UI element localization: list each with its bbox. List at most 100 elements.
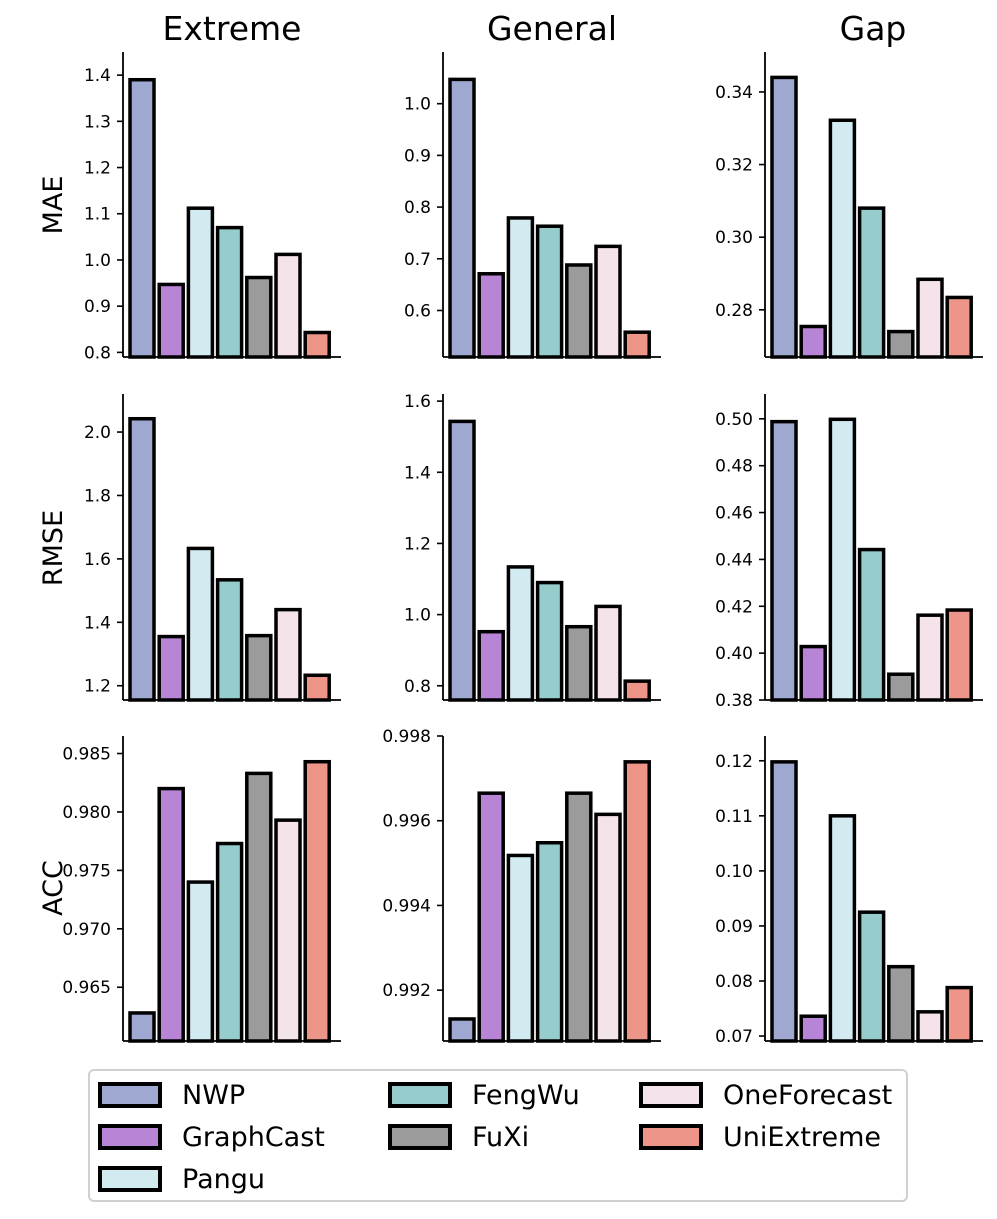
bar-oneforecast bbox=[594, 244, 622, 359]
bar-graphcast bbox=[799, 644, 827, 702]
bar-fuxi bbox=[887, 329, 915, 359]
y-tick-label: 0.9 bbox=[84, 297, 111, 317]
bar-uniextreme bbox=[945, 985, 973, 1043]
y-tick-label: 0.42 bbox=[715, 597, 753, 617]
y-tick-label: 0.08 bbox=[715, 972, 753, 992]
y-tick-label: 0.28 bbox=[715, 301, 753, 321]
bar-fengwu bbox=[535, 224, 564, 359]
y-tick-label: 0.8 bbox=[404, 677, 431, 697]
row-label: RMSE bbox=[38, 510, 69, 586]
y-tick-label: 1.2 bbox=[84, 159, 111, 179]
legend-label: GraphCast bbox=[182, 1121, 325, 1153]
row-label: ACC bbox=[38, 860, 69, 916]
bar-graphcast bbox=[477, 272, 505, 359]
y-tick-label: 0.32 bbox=[715, 156, 753, 176]
y-tick-label: 1.3 bbox=[84, 112, 111, 132]
y-tick-label: 0.11 bbox=[715, 807, 753, 827]
bar-oneforecast bbox=[916, 613, 944, 702]
legend-item-fuxi: FuXi bbox=[388, 1117, 529, 1157]
legend-label: OneForecast bbox=[723, 1079, 893, 1111]
y-tick-label: 1.4 bbox=[84, 66, 111, 86]
bar-pangu bbox=[828, 814, 857, 1043]
legend-label: FengWu bbox=[472, 1079, 580, 1111]
legend-item-fengwu: FengWu bbox=[388, 1075, 580, 1115]
panel-rmse-extreme: 1.2 1.4 1.6 1.8 2.0 bbox=[84, 394, 341, 702]
y-tick-label: 0.07 bbox=[715, 1027, 753, 1047]
legend-item-uniextreme: UniExtreme bbox=[639, 1117, 881, 1157]
y-tick-label: 0.38 bbox=[715, 691, 753, 711]
y-tick-label: 1.0 bbox=[404, 606, 431, 626]
y-tick-label: 1.0 bbox=[84, 251, 111, 271]
bar-pangu bbox=[186, 546, 215, 702]
bar-pangu bbox=[828, 417, 857, 702]
bar-pangu bbox=[506, 853, 535, 1043]
bar-oneforecast bbox=[916, 277, 944, 359]
bar-graphcast bbox=[477, 629, 505, 702]
bar-uniextreme bbox=[623, 679, 651, 702]
y-tick-label: 1.2 bbox=[404, 534, 431, 554]
legend-label: Pangu bbox=[182, 1163, 265, 1195]
legend-swatch bbox=[388, 1124, 452, 1150]
y-tick-label: 2.0 bbox=[84, 423, 111, 443]
legend-item-nwp: NWP bbox=[98, 1075, 245, 1115]
y-tick-label: 0.6 bbox=[404, 301, 431, 321]
legend-swatch bbox=[639, 1082, 703, 1108]
column-title: Gap bbox=[840, 9, 907, 48]
y-tick-label: 0.996 bbox=[382, 812, 431, 832]
y-tick-label: 0.7 bbox=[404, 250, 431, 270]
y-tick-label: 0.994 bbox=[382, 896, 431, 916]
bar-oneforecast bbox=[916, 1010, 944, 1043]
panel-mae-extreme: 0.8 0.9 1.0 1.1 1.2 1.3 1.4 bbox=[84, 52, 341, 363]
bar-nwp bbox=[448, 77, 476, 359]
bar-fuxi bbox=[887, 672, 915, 702]
legend-swatch bbox=[639, 1124, 703, 1150]
y-tick-label: 0.8 bbox=[404, 198, 431, 218]
bar-pangu bbox=[186, 880, 215, 1043]
y-tick-label: 1.0 bbox=[404, 95, 431, 115]
bar-nwp bbox=[448, 1017, 476, 1043]
bar-uniextreme bbox=[945, 295, 973, 359]
bar-graphcast bbox=[799, 1014, 827, 1043]
y-tick-label: 1.6 bbox=[404, 392, 431, 412]
bar-nwp bbox=[448, 419, 476, 702]
bar-fengwu bbox=[857, 206, 886, 359]
y-tick-label: 0.998 bbox=[382, 727, 431, 747]
y-tick-label: 1.8 bbox=[84, 486, 111, 506]
bar-fengwu bbox=[857, 547, 886, 702]
y-tick-label: 1.1 bbox=[84, 205, 111, 225]
y-tick-label: 0.09 bbox=[715, 917, 753, 937]
bar-fuxi bbox=[245, 771, 273, 1043]
bar-uniextreme bbox=[623, 330, 651, 359]
bar-nwp bbox=[770, 760, 798, 1043]
bar-graphcast bbox=[157, 634, 185, 702]
bar-oneforecast bbox=[274, 818, 302, 1043]
y-tick-label: 0.970 bbox=[62, 920, 111, 940]
bar-oneforecast bbox=[594, 604, 622, 702]
y-tick-label: 0.980 bbox=[62, 803, 111, 823]
bar-graphcast bbox=[157, 786, 185, 1043]
bar-graphcast bbox=[477, 791, 505, 1043]
column-title: General bbox=[487, 9, 617, 48]
chart-figure: Extreme General Gap MAE RMSE ACC 0.8 0.9 1.0 1.1… bbox=[38, 9, 983, 1047]
y-tick-label: 0.8 bbox=[84, 343, 111, 363]
legend-swatch bbox=[98, 1124, 162, 1150]
y-tick-label: 0.34 bbox=[715, 83, 753, 103]
bar-nwp bbox=[770, 419, 798, 702]
bar-graphcast bbox=[157, 282, 185, 359]
bar-nwp bbox=[770, 75, 798, 359]
y-tick-label: 1.6 bbox=[84, 550, 111, 570]
y-tick-label: 0.48 bbox=[715, 457, 753, 477]
legend-item-graphcast: GraphCast bbox=[98, 1117, 325, 1157]
bar-pangu bbox=[506, 216, 535, 359]
row-label: MAE bbox=[38, 176, 69, 235]
bar-fuxi bbox=[565, 791, 593, 1043]
bar-pangu bbox=[506, 565, 535, 702]
legend-label: UniExtreme bbox=[723, 1121, 882, 1153]
y-tick-label: 0.40 bbox=[715, 644, 753, 664]
legend-item-oneforecast: OneForecast bbox=[639, 1075, 892, 1115]
bar-fuxi bbox=[887, 964, 915, 1043]
y-tick-label: 1.4 bbox=[404, 463, 431, 483]
bar-uniextreme bbox=[303, 330, 331, 359]
y-tick-label: 0.30 bbox=[715, 228, 753, 248]
legend-swatch bbox=[388, 1082, 452, 1108]
